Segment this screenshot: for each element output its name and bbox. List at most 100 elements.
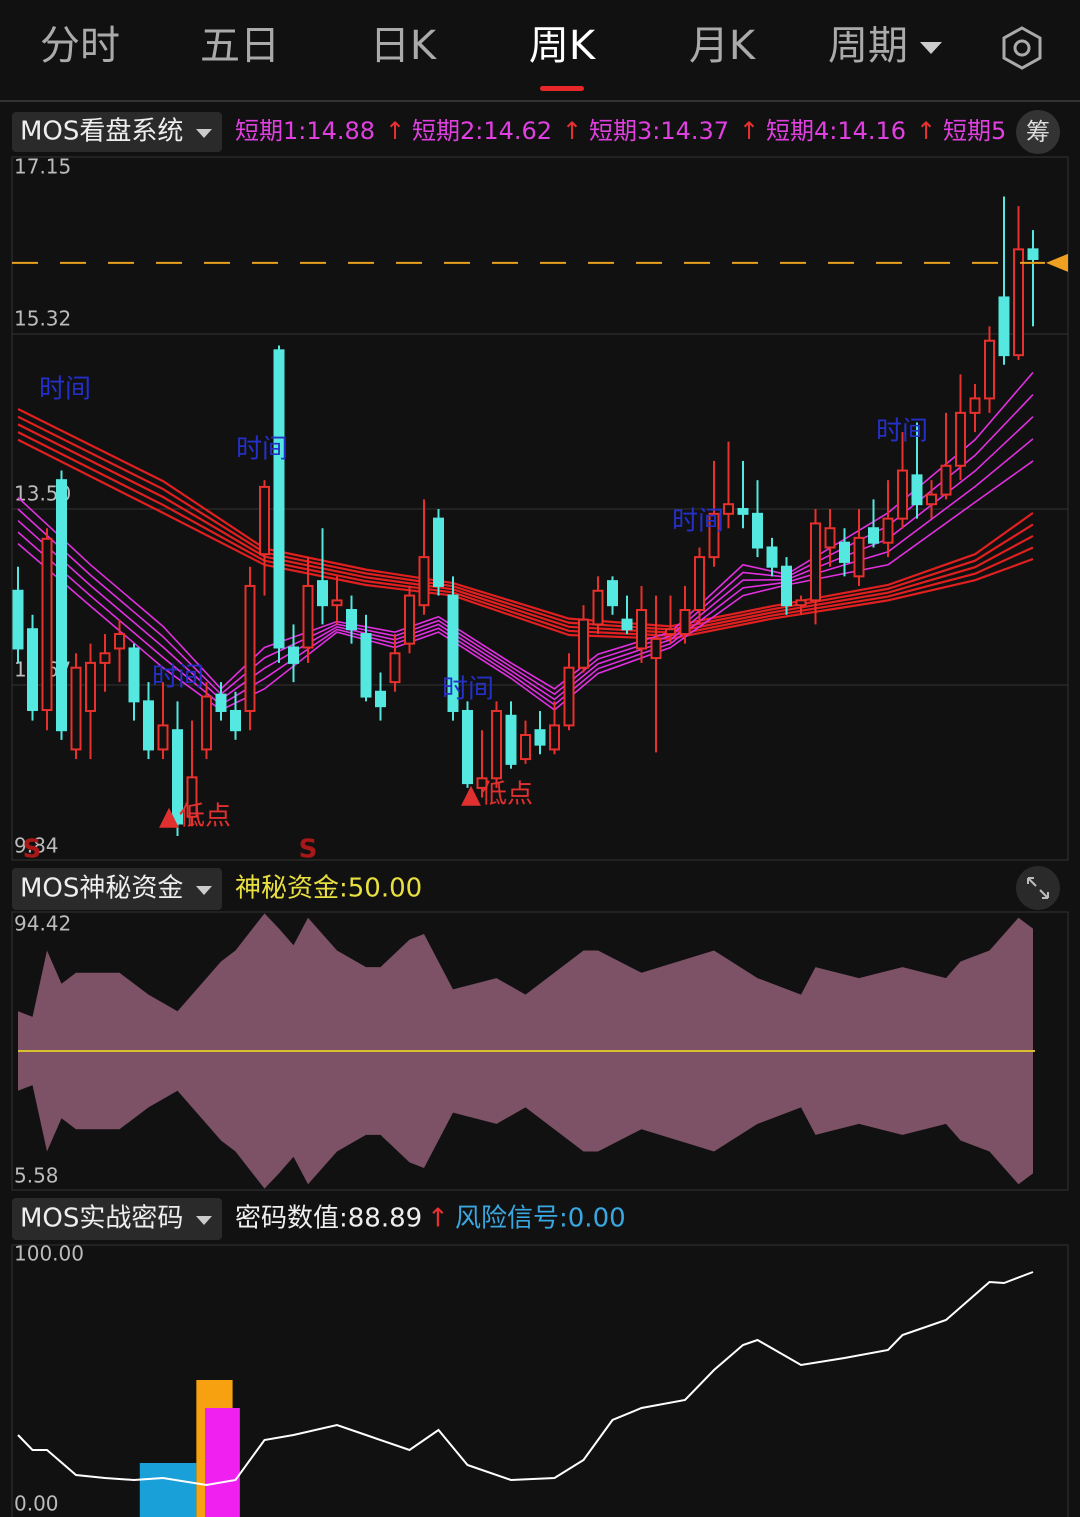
y-tick-label: 94.42	[14, 912, 71, 936]
candle-body	[41, 537, 53, 712]
tab[interactable]: 五日	[200, 23, 280, 69]
candle-body	[868, 527, 879, 544]
indicator: 短期3:14.37	[589, 117, 729, 145]
candle-body	[491, 709, 502, 780]
code-name: MOS实战密码	[20, 1204, 183, 1234]
candle-body	[737, 508, 749, 515]
indicator: 短期4:14.16	[766, 117, 906, 145]
chip-label[interactable]: 筹	[1026, 118, 1050, 146]
fund-selector[interactable]	[12, 868, 222, 910]
candle-body	[1013, 248, 1024, 357]
candle-body	[462, 709, 473, 785]
main-name: MOS看盘系统	[20, 117, 183, 147]
candle-body	[810, 522, 821, 602]
tab[interactable]: 周K	[529, 23, 597, 69]
indicator-arrow: ↑	[916, 117, 936, 145]
candle-body	[998, 296, 1010, 357]
candle-body	[897, 469, 908, 520]
candle-body	[723, 503, 734, 515]
candle-body	[99, 652, 111, 664]
y-tick-label: 17.15	[14, 155, 71, 179]
y-tick-label: 9.84	[14, 834, 59, 858]
ribbon-line	[17, 408, 1034, 628]
candle-body	[679, 608, 691, 636]
annotation: S	[299, 835, 318, 865]
candle-body	[534, 729, 546, 746]
candle-body	[752, 512, 763, 549]
last-price-arrow	[1046, 253, 1068, 272]
code-selector[interactable]	[12, 1198, 222, 1240]
code-bar	[205, 1408, 240, 1517]
gear[interactable]	[1002, 26, 1042, 70]
candle-body	[404, 594, 415, 645]
candle-body	[128, 647, 140, 703]
fund-reading: 神秘资金:50.00	[235, 874, 422, 904]
code-reading: 密码数值:88.89	[235, 1204, 422, 1234]
ribbon-line	[17, 423, 1034, 634]
candle-body	[650, 637, 662, 660]
candle-body	[766, 546, 778, 568]
candle-body	[114, 633, 125, 650]
candle-body	[157, 724, 169, 751]
expand-icon[interactable]	[1027, 877, 1049, 899]
y-tick-label: 100.00	[14, 1242, 84, 1266]
candle-body	[505, 714, 517, 765]
expand-button[interactable]	[1016, 866, 1060, 910]
candle-body	[781, 565, 792, 607]
candle-body	[940, 464, 952, 496]
candle-body	[317, 580, 328, 607]
tab[interactable]: 日K	[370, 23, 438, 69]
indicator-arrow: ↑	[562, 117, 582, 145]
indicator: 短期1:14.88	[235, 117, 375, 145]
y-tick-label: 0.00	[14, 1492, 59, 1516]
caret	[920, 42, 942, 54]
candle-body	[230, 709, 241, 732]
tab[interactable]: 月K	[689, 23, 757, 69]
candle-body	[215, 693, 227, 712]
main-selector[interactable]	[12, 112, 222, 152]
candle-body	[955, 411, 966, 467]
candle-body	[607, 580, 618, 607]
y-tick-label: 15.32	[14, 306, 71, 330]
candle-body	[389, 652, 401, 684]
candle-body	[172, 729, 183, 825]
candle-body	[694, 556, 705, 611]
annotation: 时间	[672, 507, 724, 537]
candle-body	[302, 584, 314, 649]
tab-underline	[540, 86, 584, 91]
code-arrow: ↑	[427, 1204, 449, 1234]
annotation: 时间	[442, 675, 494, 705]
indicator-arrow: ↑	[739, 117, 759, 145]
candle-body	[85, 661, 96, 712]
candle-body	[926, 493, 937, 506]
candle-body	[186, 776, 198, 818]
ribbon-line	[17, 415, 1034, 631]
candle-body	[375, 690, 386, 708]
caret	[196, 886, 212, 895]
candle-body	[621, 618, 633, 631]
candle-body	[27, 628, 38, 712]
indicator: 短期2:14.62	[412, 117, 552, 145]
settings-icon[interactable]	[1002, 26, 1042, 70]
tab[interactable]: 周期	[828, 23, 908, 69]
chip-button[interactable]	[1016, 110, 1060, 154]
tab[interactable]: 分时	[40, 23, 120, 69]
main-frame	[11, 156, 1069, 861]
candle-body	[592, 589, 604, 626]
candle-body	[969, 397, 981, 414]
candle-body	[418, 556, 430, 607]
fund-frame	[11, 911, 1069, 1191]
candle-body	[549, 724, 560, 751]
candle-body	[70, 666, 82, 751]
candle-body	[12, 589, 24, 650]
candle-body	[563, 666, 575, 727]
annotation: 时间	[152, 663, 204, 693]
candle-body	[911, 474, 923, 506]
candle-body	[331, 599, 343, 607]
annotation: ▲低点	[159, 802, 231, 832]
gear-hub[interactable]	[1013, 39, 1031, 57]
candle-body	[201, 695, 212, 751]
code-bar	[139, 1463, 197, 1517]
candle-body	[578, 618, 589, 669]
